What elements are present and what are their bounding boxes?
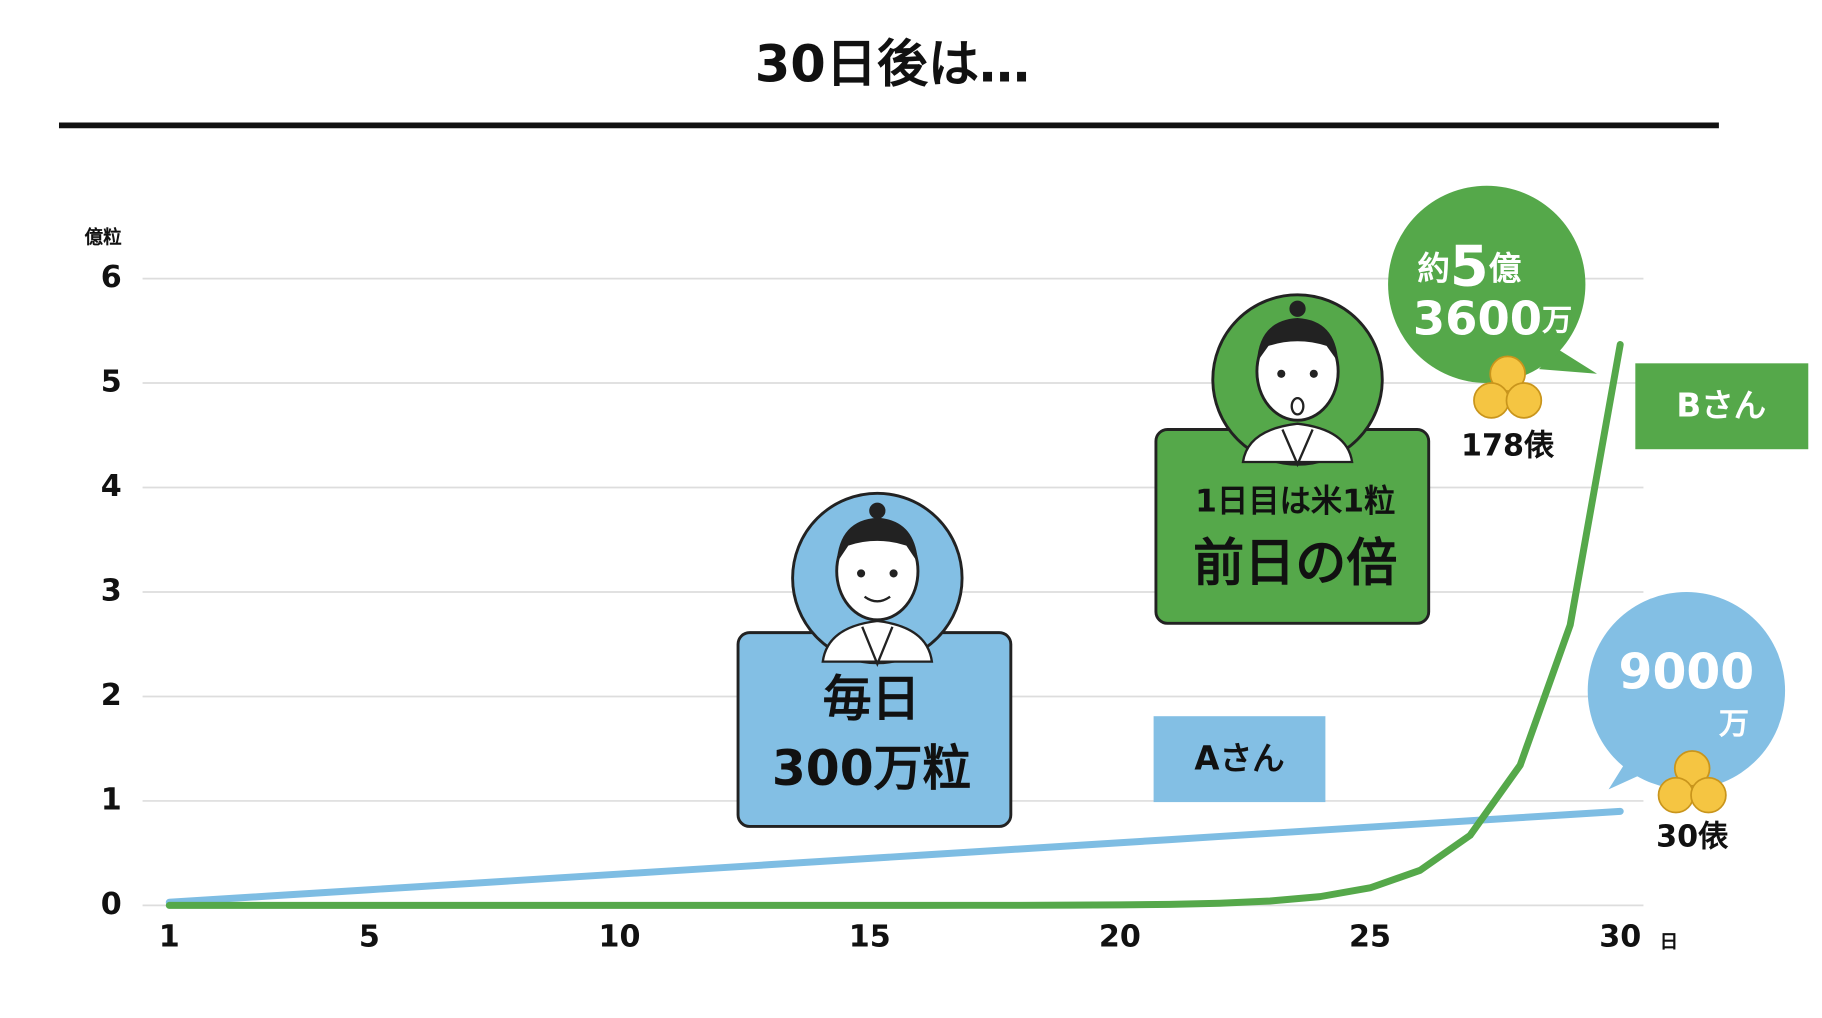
bales: 30俵 xyxy=(1656,820,1729,855)
a-info: 毎日 300万粒 xyxy=(736,491,1013,828)
y-tick-label: 1 xyxy=(101,782,122,817)
a-box-text: 毎日 xyxy=(823,671,921,727)
a-bubble: 9000 万 30俵 xyxy=(1587,591,1786,855)
legend-label: Aさん xyxy=(1194,739,1284,777)
chart-title: 30日後は… xyxy=(755,35,1030,94)
bubble-text: 9000 xyxy=(1619,645,1755,701)
x-tick-label: 1 xyxy=(159,919,180,954)
y-tick-label: 6 xyxy=(101,260,122,295)
x-tick-label: 30 xyxy=(1599,919,1641,954)
y-tick-label: 4 xyxy=(101,469,122,504)
bubble-text: 3600 xyxy=(1413,291,1542,345)
y-tick-label: 5 xyxy=(101,365,122,400)
y-tick-label: 3 xyxy=(101,573,122,608)
y-unit: 億粒 xyxy=(85,226,123,248)
x-tick-label: 15 xyxy=(849,919,891,954)
lines xyxy=(165,341,1624,909)
a-box-text: 300万粒 xyxy=(772,741,971,797)
b-bubble: 約5億 3600万 178俵 xyxy=(1388,185,1598,463)
bubble-text: 約 xyxy=(1417,249,1450,287)
series-line xyxy=(165,341,1624,909)
b-box-text: 前日の倍 xyxy=(1193,534,1397,593)
x-tick-label: 5 xyxy=(359,919,380,954)
bubble-text: 3600万 xyxy=(1413,291,1572,345)
x-tick-label: 25 xyxy=(1349,919,1391,954)
bubble-text: 万 xyxy=(1719,707,1749,742)
bubble-text: 億 xyxy=(1489,249,1522,287)
legend-a-box xyxy=(1153,716,1326,803)
legend-b-box xyxy=(1635,363,1809,450)
bubble-text: 万 xyxy=(1542,303,1572,338)
y-tick-label: 0 xyxy=(101,887,122,922)
series-line xyxy=(165,807,1624,906)
bubble-text: 5 xyxy=(1450,235,1489,300)
b-info: 1日目は米1粒 前日の倍 xyxy=(1154,293,1431,625)
b-box-text: 1日目は米1粒 xyxy=(1195,484,1395,520)
bales: 178俵 xyxy=(1461,428,1555,463)
legend-label: Bさん xyxy=(1676,386,1766,424)
x-tick-label: 20 xyxy=(1099,919,1141,954)
bubble-text: 約5億 xyxy=(1417,235,1521,300)
x-unit: 日 xyxy=(1660,932,1679,953)
y-tick-label: 2 xyxy=(101,678,122,713)
x-tick-label: 10 xyxy=(599,919,641,954)
